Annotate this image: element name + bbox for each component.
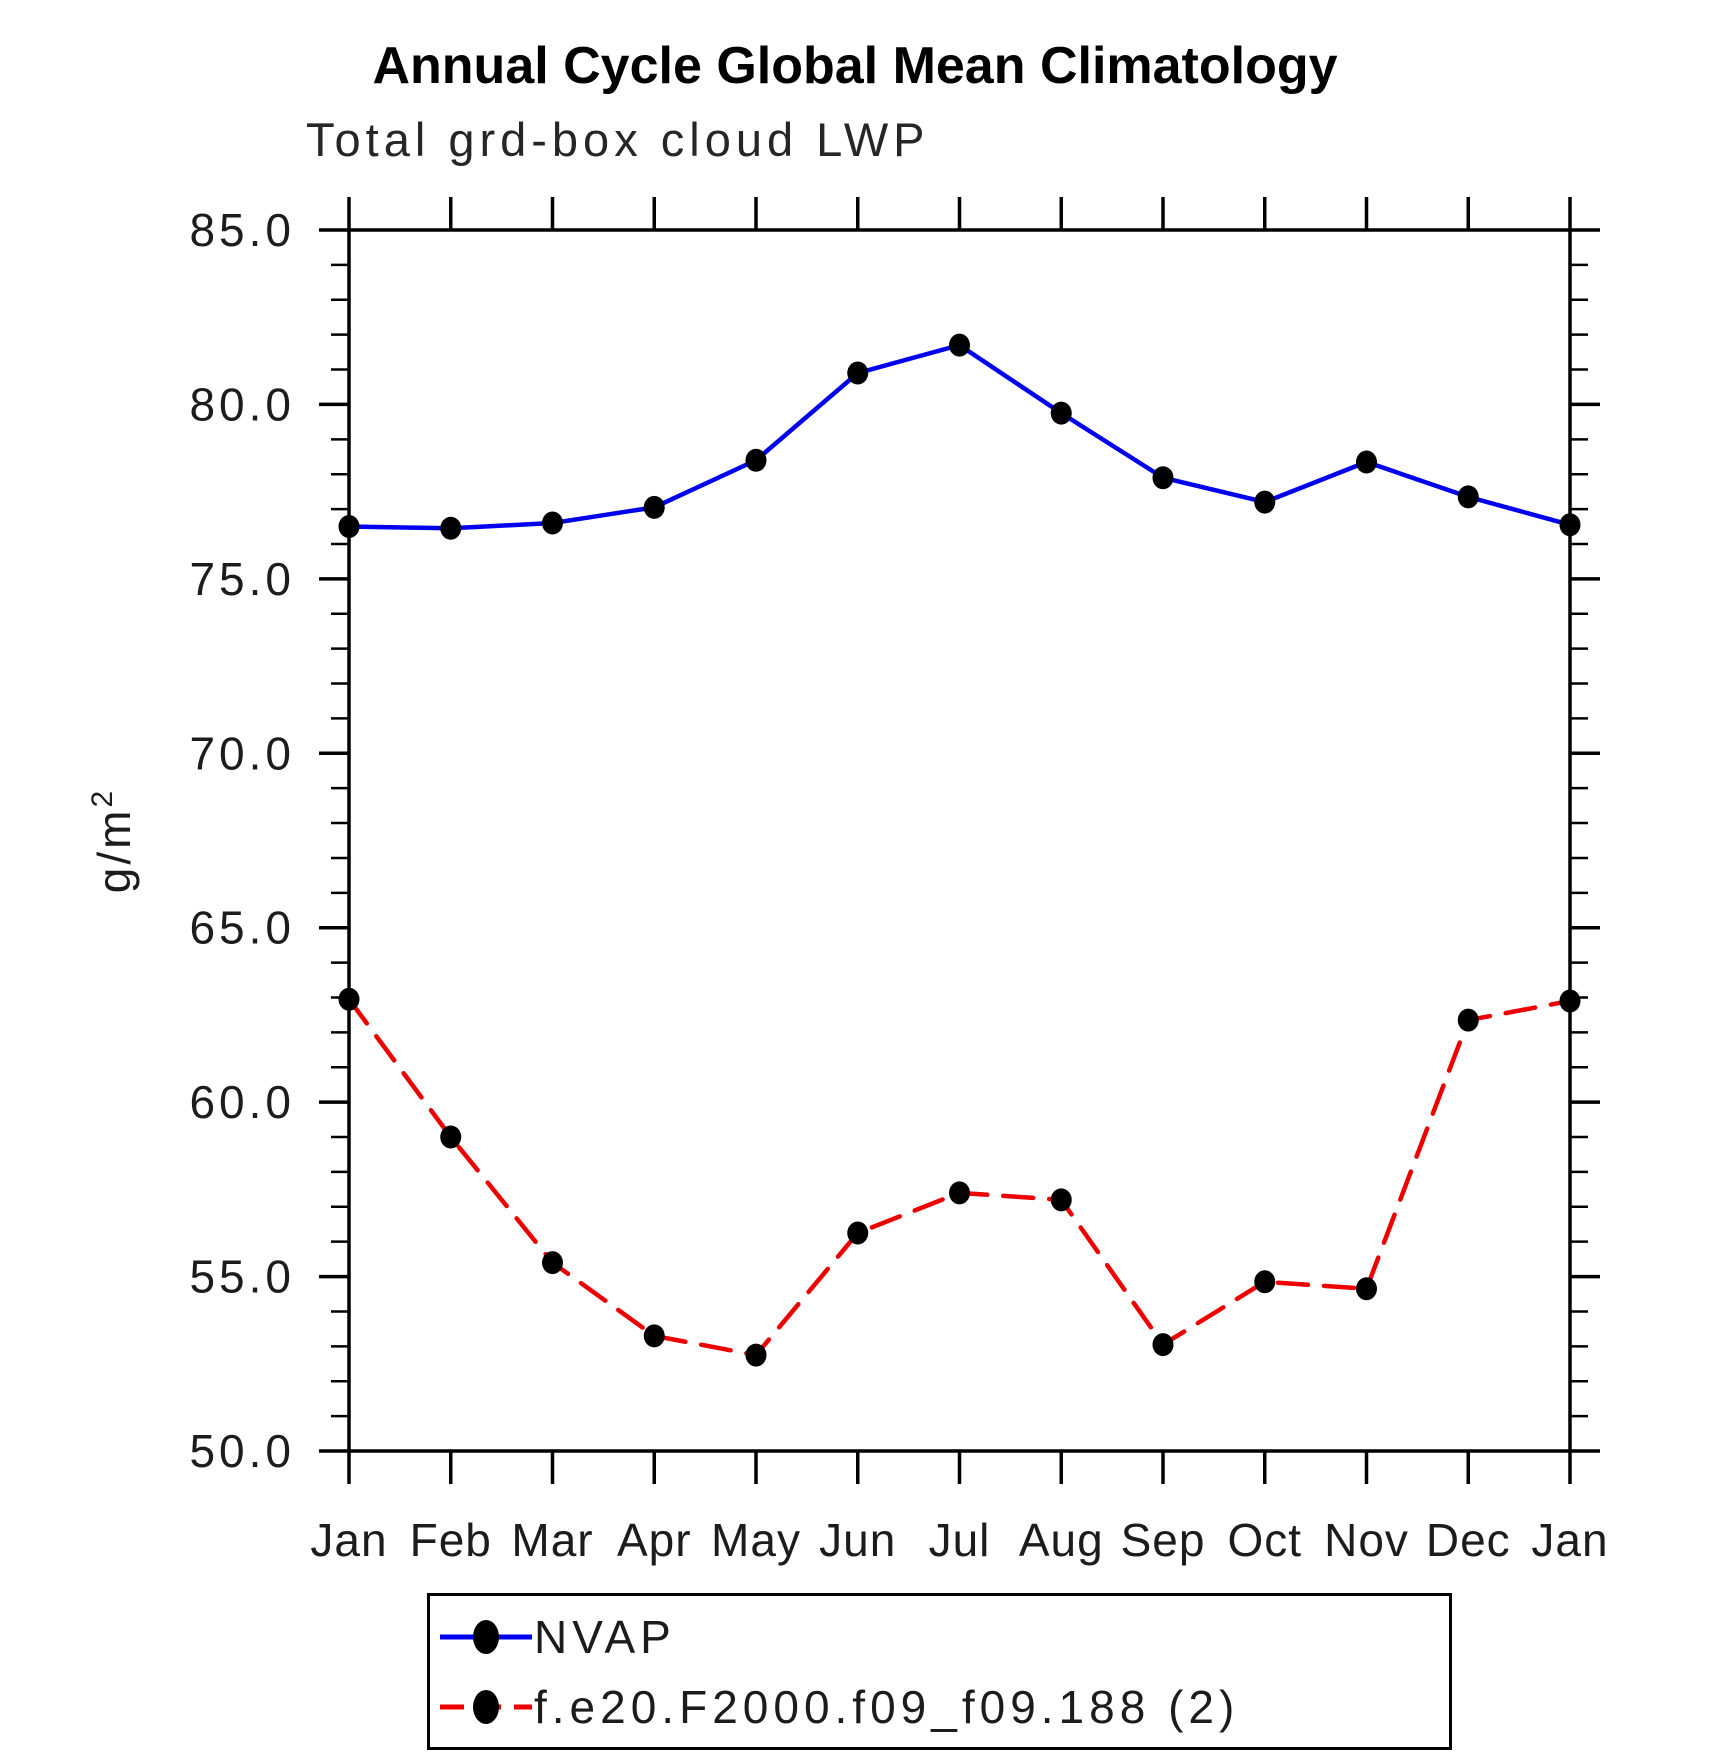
data-point-marker — [1050, 1188, 1072, 1212]
data-point-marker — [440, 1125, 462, 1149]
y-tick-label: 75.0 — [189, 553, 295, 605]
data-point-marker — [1559, 989, 1581, 1013]
x-tick-label: Dec — [1426, 1514, 1511, 1566]
data-point-marker — [847, 361, 869, 385]
x-tick-label: Feb — [410, 1514, 492, 1566]
x-tick-label: Jan — [310, 1514, 387, 1566]
series-line-nvap — [346, 342, 1573, 531]
legend-label-model: f.e20.F2000.f09_f09.188 (2) — [534, 1680, 1240, 1733]
x-tick-label: Jun — [819, 1514, 896, 1566]
x-tick-label: Apr — [617, 1514, 692, 1566]
data-point-marker — [1254, 1270, 1276, 1294]
legend-box: NVAP f.e20.F2000.f09_f09.188 (2) — [427, 1593, 1452, 1750]
data-point-marker — [1457, 1008, 1479, 1032]
y-tick-label: 65.0 — [189, 902, 295, 954]
data-point-marker — [643, 1324, 665, 1348]
legend-dashed-line-icon — [440, 1689, 532, 1724]
data-point-marker — [542, 1251, 563, 1275]
data-point-marker — [440, 516, 462, 540]
y-tick-label: 60.0 — [189, 1076, 295, 1128]
y-tick-label: 50.0 — [189, 1425, 295, 1477]
data-point-marker — [1356, 1277, 1377, 1301]
series-line-model — [346, 996, 1573, 1358]
y-axis-title: g/m2 — [86, 788, 140, 893]
data-point-marker — [1559, 513, 1581, 537]
data-point-marker — [949, 1181, 970, 1205]
legend-item-model: f.e20.F2000.f09_f09.188 (2) — [438, 1684, 1449, 1730]
x-tick-label: Jan — [1531, 1514, 1608, 1566]
data-point-marker — [542, 511, 563, 535]
y-tick-label: 70.0 — [189, 727, 295, 779]
legend-solid-line-icon — [440, 1619, 532, 1654]
chart-title: Annual Cycle Global Mean Climatology — [372, 37, 1338, 95]
data-point-marker — [1152, 1333, 1174, 1357]
x-tick-label: Sep — [1121, 1514, 1206, 1566]
data-point-marker — [1254, 490, 1276, 514]
x-tick-label: Mar — [511, 1514, 593, 1566]
plot-frame — [347, 228, 1572, 1453]
data-point-marker — [1457, 485, 1479, 509]
data-point-marker — [745, 1343, 767, 1367]
data-point-marker — [1356, 450, 1377, 474]
legend-label-nvap: NVAP — [534, 1610, 676, 1663]
x-tick-label: Aug — [1019, 1514, 1104, 1566]
data-point-marker — [338, 987, 360, 1011]
data-point-marker — [949, 333, 970, 357]
x-tick-label: May — [711, 1514, 801, 1566]
data-point-marker — [338, 515, 360, 539]
data-point-marker — [745, 448, 767, 472]
y-tick-label: 55.0 — [189, 1251, 295, 1303]
y-tick-label: 85.0 — [189, 204, 295, 256]
x-tick-label: Oct — [1227, 1514, 1302, 1566]
data-point-marker — [847, 1221, 869, 1245]
x-tick-label: Nov — [1324, 1514, 1409, 1566]
y-tick-label: 80.0 — [189, 378, 295, 430]
legend-item-nvap: NVAP — [438, 1614, 1449, 1660]
chart-subtitle: Total grd-box cloud LWP — [306, 113, 930, 166]
data-point-marker — [1050, 401, 1072, 425]
x-tick-label: Jul — [929, 1514, 991, 1566]
data-point-marker — [643, 495, 665, 519]
data-point-marker — [1152, 466, 1174, 490]
